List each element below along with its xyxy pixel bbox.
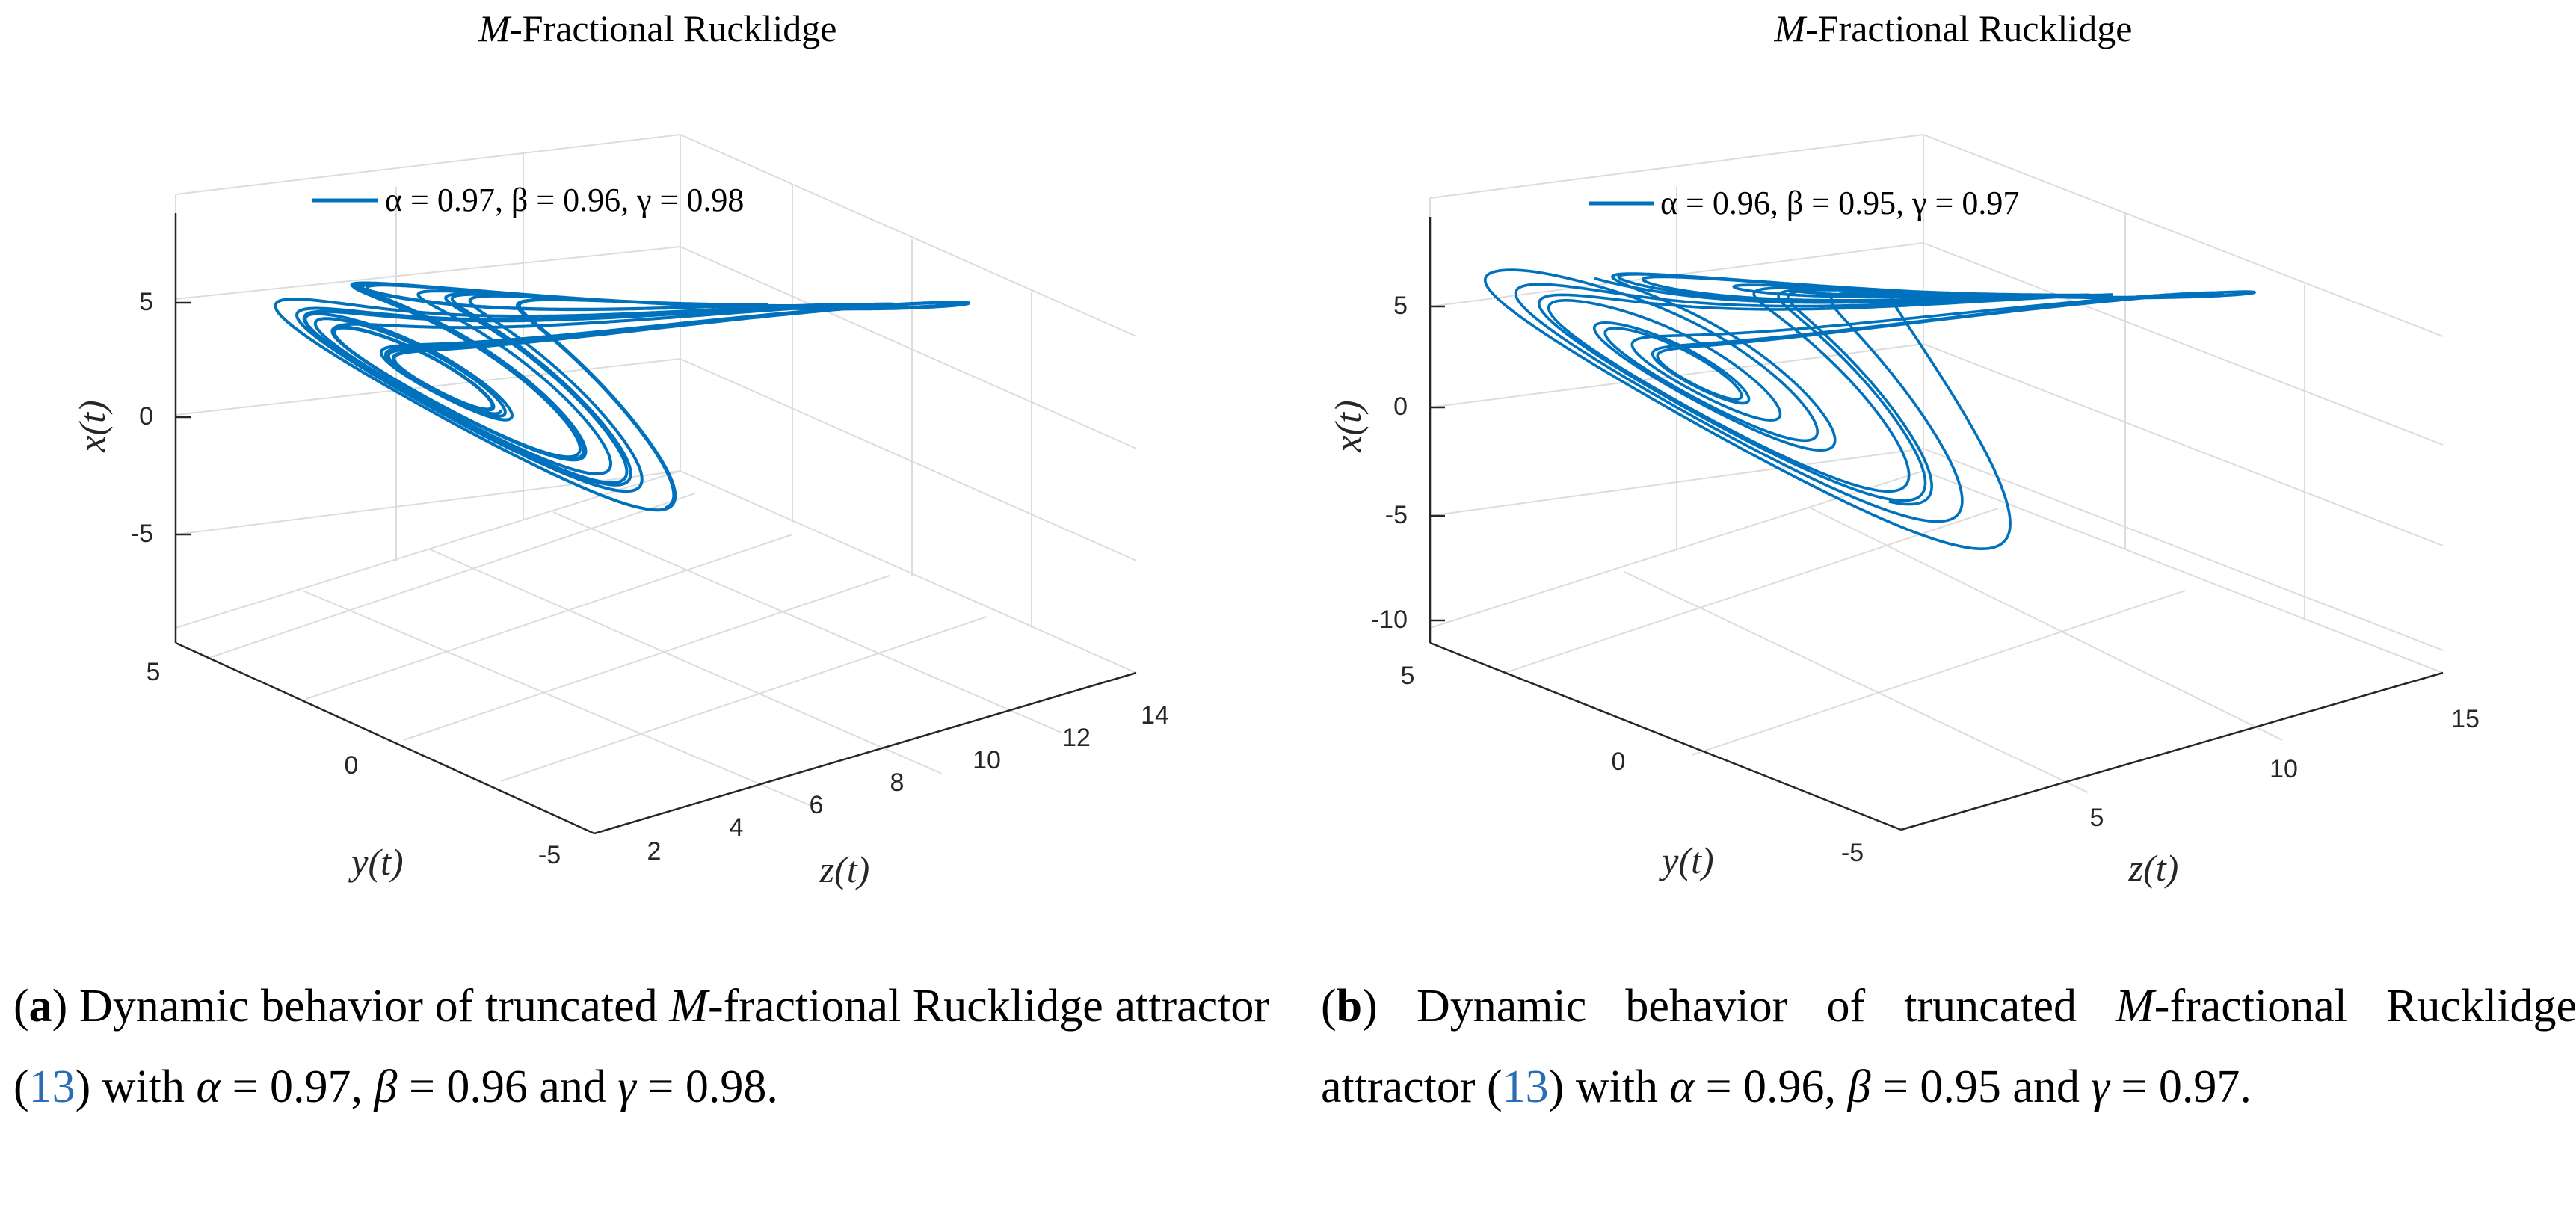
panel-b: 5 0 -5 -10 5 0 -5 5 10 15 M-Fractional R… (1288, 0, 2576, 1211)
vertical-axis-ticks-a: 5 0 -5 (131, 288, 153, 548)
x-tick: 14 (1141, 701, 1169, 730)
caption-a: (a) Dynamic behavior of truncated M-frac… (13, 981, 1269, 1112)
vertical-tick: 5 (139, 288, 153, 316)
x-tick: 5 (2090, 804, 2104, 832)
y-tick: 0 (1612, 748, 1626, 776)
vertical-tick: -5 (131, 520, 153, 548)
legend-b: α = 0.96, β = 0.95, γ = 0.97 (1589, 185, 2019, 221)
panel-a: 5 0 -5 5 0 -5 2 4 6 8 10 12 14 M-Fractio… (13, 7, 1269, 1112)
x-axis-ticks-a: 2 4 6 8 10 12 14 (647, 701, 1169, 866)
attractor-curve-b (1484, 268, 2256, 550)
chart-title-a: M-Fractional Rucklidge (478, 7, 836, 49)
grid-a (175, 134, 1137, 808)
x-tick: 4 (730, 813, 744, 842)
x-tick: 6 (810, 791, 824, 819)
xlabel-b: z(t) (2128, 847, 2179, 889)
y-tick: -5 (1841, 839, 1864, 867)
vertical-axis-ticks-b: 5 0 -5 -10 (1371, 292, 1408, 634)
figure-ref-link[interactable]: 13 (28, 1061, 76, 1112)
x-tick: 10 (973, 746, 1001, 774)
x-tick: 10 (2270, 755, 2298, 783)
vertical-tick: 0 (139, 402, 153, 431)
vertical-tick: 5 (1393, 292, 1408, 320)
y-tick: 5 (1401, 662, 1415, 690)
xlabel-a: z(t) (819, 848, 870, 890)
vertical-tick: -5 (1385, 501, 1408, 529)
x-tick: 12 (1062, 724, 1091, 752)
x-tick: 8 (890, 768, 905, 797)
axes-a (174, 213, 1137, 835)
y-axis-ticks-a: 5 0 -5 (147, 658, 561, 869)
grid-b (1429, 134, 2444, 793)
y-tick: -5 (538, 841, 561, 869)
y-axis-ticks-b: 5 0 -5 (1401, 662, 1864, 867)
caption-b: (b) Dynamic behavior of truncated M-frac… (1321, 981, 2576, 1112)
attractor-curve-a (274, 281, 971, 512)
legend-label-b: α = 0.96, β = 0.95, γ = 0.97 (1660, 185, 2019, 221)
y-tick: 5 (147, 658, 161, 686)
ylabel-a: y(t) (348, 841, 403, 883)
legend-label-a: α = 0.97, β = 0.96, γ = 0.98 (385, 182, 744, 218)
legend-a: α = 0.97, β = 0.96, γ = 0.98 (312, 182, 744, 218)
x-axis-ticks-b: 5 10 15 (2090, 705, 2480, 832)
plot-a: 5 0 -5 5 0 -5 2 4 6 8 10 12 14 M-Fractio… (71, 7, 1169, 890)
x-tick: 15 (2451, 705, 2480, 733)
axes-b (1429, 217, 2444, 831)
zlabel-a: x(t) (71, 400, 113, 452)
ylabel-b: y(t) (1658, 839, 1713, 881)
y-tick: 0 (345, 751, 359, 780)
vertical-tick: -10 (1371, 606, 1408, 634)
figure-ref-link[interactable]: 13 (1502, 1061, 1549, 1112)
zlabel-b: x(t) (1327, 400, 1369, 452)
plot-b: 5 0 -5 -10 5 0 -5 5 10 15 M-Fractional R… (1327, 7, 2480, 889)
chart-title-b: M-Fractional Rucklidge (1773, 7, 2132, 49)
x-tick: 2 (647, 837, 662, 866)
vertical-tick: 0 (1393, 392, 1408, 421)
